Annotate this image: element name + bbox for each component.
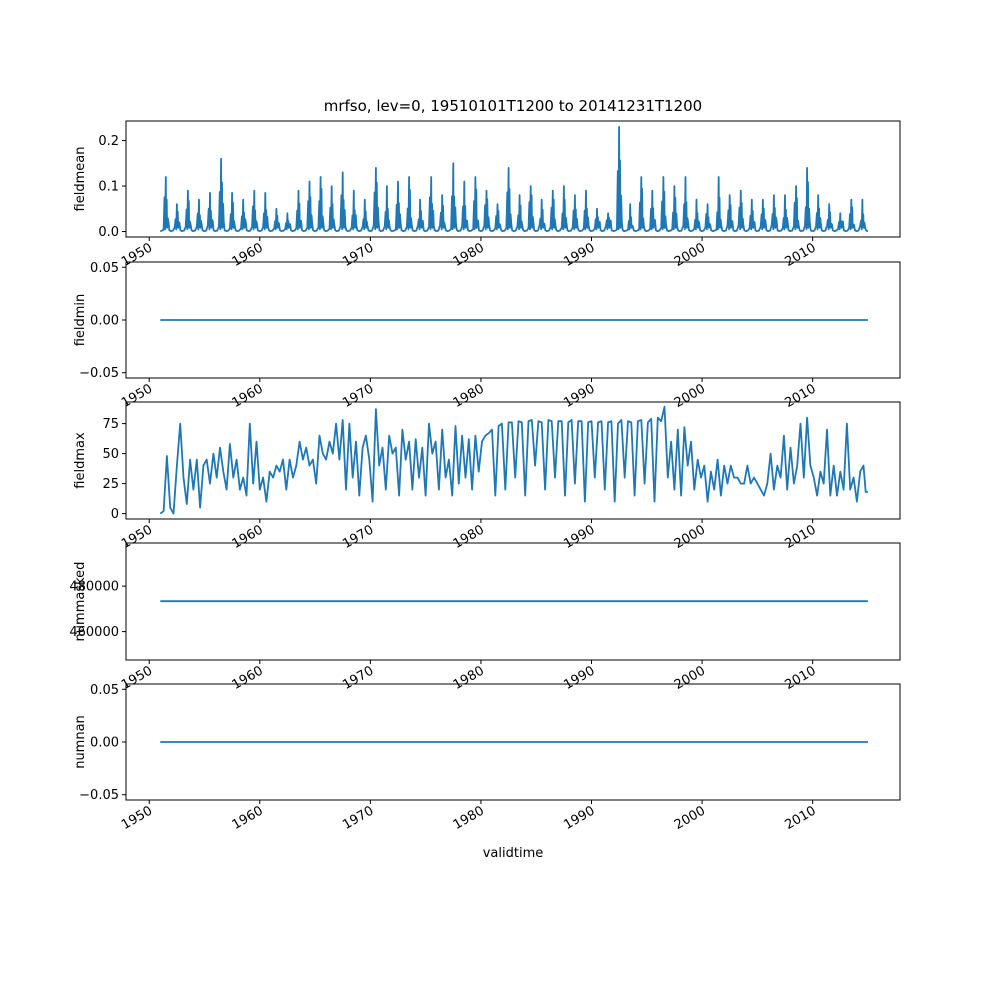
fieldmin-x-tick-label: 1970 bbox=[340, 381, 376, 411]
fieldmax-x-tick-label: 2010 bbox=[782, 522, 818, 552]
fieldmean-x-tick-label: 1960 bbox=[230, 240, 266, 270]
nummasked-x-tick-label: 1990 bbox=[561, 663, 597, 693]
subplot-fieldmean: 0.0 0.1 0.2 fieldmean 1950 1960 1970 1980 1990 20… bbox=[73, 120, 901, 270]
fieldmax-x-tick-label: 1990 bbox=[561, 522, 597, 552]
numnan-x-tick-label: 1960 bbox=[230, 803, 266, 833]
fieldmin-x-tick-label: 2000 bbox=[672, 381, 708, 411]
fieldmin-x-tick-label: 1950 bbox=[119, 381, 155, 411]
fieldmean-y-tick-label: 0.0 bbox=[98, 225, 119, 240]
fieldmean-x-tick-label: 2000 bbox=[672, 240, 708, 270]
nummasked-x-tick-label: 1950 bbox=[119, 663, 155, 693]
numnan-y-tick-label: −0.05 bbox=[79, 788, 119, 803]
fieldmean-x-tick-label: 1970 bbox=[340, 240, 376, 270]
nummasked-x-tick-label: 2010 bbox=[782, 663, 818, 693]
fieldmean-x-tick-label: 1980 bbox=[451, 240, 487, 270]
fieldmax-y-axis-label: fieldmax bbox=[73, 432, 88, 489]
fieldmin-x-tick-label: 1980 bbox=[451, 381, 487, 411]
nummasked-x-tick-label: 1980 bbox=[451, 663, 487, 693]
nummasked-x-tick-label: 2000 bbox=[672, 663, 708, 693]
fieldmean-axes-frame bbox=[125, 120, 901, 238]
fieldmean-y-tick-label: 0.1 bbox=[98, 180, 119, 195]
numnan-x-tick-label: 1970 bbox=[340, 803, 376, 833]
fieldmax-axes-frame bbox=[125, 401, 901, 520]
x-axis-label: validtime bbox=[483, 846, 544, 861]
fieldmax-x-tick-label: 1960 bbox=[230, 522, 266, 552]
numnan-x-tick-label: 1980 bbox=[451, 803, 487, 833]
nummasked-y-axis-label: nummasked bbox=[73, 562, 88, 642]
fieldmax-y-tick-label: 75 bbox=[102, 417, 119, 432]
chart-title: mrfso, lev=0, 19510101T1200 to 20141231T… bbox=[324, 97, 702, 115]
subplot-fieldmax: 0 25 50 75 fieldmax 1950 1960 1970 1980 1990 2000 2… bbox=[73, 401, 901, 552]
fieldmax-series-line bbox=[159, 405, 868, 515]
fieldmin-x-tick-label: 2010 bbox=[782, 381, 818, 411]
fieldmax-x-tick-label: 2000 bbox=[672, 522, 708, 552]
fieldmean-y-axis-label: fieldmean bbox=[73, 147, 88, 212]
nummasked-axes-frame bbox=[125, 542, 901, 661]
nummasked-y-tick-label: 460000 bbox=[69, 625, 119, 640]
fieldmin-y-tick-label: −0.05 bbox=[79, 366, 119, 381]
fieldmax-x-tick-label: 1980 bbox=[451, 522, 487, 552]
numnan-y-axis-label: numnan bbox=[73, 715, 88, 769]
nummasked-y-tick-label: 480000 bbox=[69, 580, 119, 595]
numnan-x-tick-label: 2010 bbox=[782, 803, 818, 833]
fieldmax-y-tick-label: 0 bbox=[111, 507, 119, 522]
fieldmax-x-tick-label: 1970 bbox=[340, 522, 376, 552]
nummasked-x-tick-label: 1970 bbox=[340, 663, 376, 693]
fieldmean-x-tick-label: 1990 bbox=[561, 240, 597, 270]
subplots-group: 0.0 0.1 0.2 fieldmean 1950 1960 1970 1980 1990 20… bbox=[69, 120, 901, 833]
fieldmax-x-tick-label: 1950 bbox=[119, 522, 155, 552]
fieldmin-x-tick-label: 1960 bbox=[230, 381, 266, 411]
fieldmin-y-tick-label: 0.00 bbox=[90, 314, 119, 329]
fieldmean-x-tick-label: 1950 bbox=[119, 240, 155, 270]
numnan-y-tick-label: 0.05 bbox=[90, 683, 119, 698]
fieldmax-y-tick-label: 50 bbox=[102, 447, 119, 462]
subplot-numnan: −0.05 0.00 0.05 numnan 1950 1960 1970 1980 1990 2… bbox=[73, 683, 901, 833]
fieldmin-y-tick-label: 0.05 bbox=[90, 261, 119, 276]
fieldmean-y-tick-label: 0.2 bbox=[98, 134, 119, 149]
fieldmin-y-axis-label: fieldmin bbox=[73, 294, 88, 347]
nummasked-x-tick-label: 1960 bbox=[230, 663, 266, 693]
numnan-x-tick-label: 1990 bbox=[561, 803, 597, 833]
fieldmin-x-tick-label: 1990 bbox=[561, 381, 597, 411]
fieldmean-series-line bbox=[159, 126, 869, 233]
fieldmean-x-tick-label: 2010 bbox=[782, 240, 818, 270]
numnan-y-tick-label: 0.00 bbox=[90, 736, 119, 751]
subplot-fieldmin: −0.05 0.00 0.05 fieldmin 1950 1960 1970 1980 199… bbox=[73, 261, 901, 411]
numnan-x-tick-label: 1950 bbox=[119, 803, 155, 833]
numnan-x-tick-label: 2000 bbox=[672, 803, 708, 833]
fieldmax-y-tick-label: 25 bbox=[102, 477, 119, 492]
